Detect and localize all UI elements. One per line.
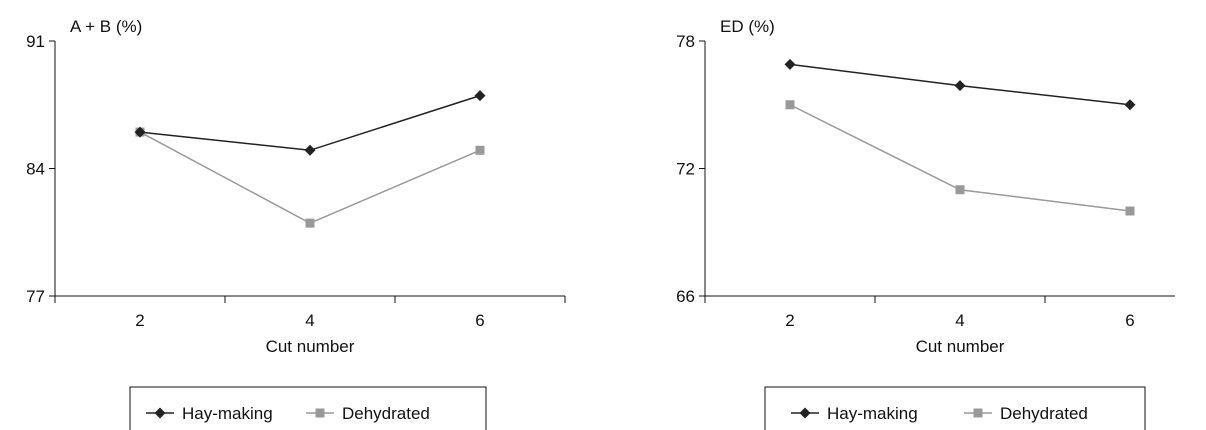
legend-label: Dehydrated — [1000, 404, 1088, 423]
y-tick-label: 84 — [26, 160, 45, 179]
data-point — [955, 185, 965, 195]
data-point — [1125, 206, 1135, 216]
data-point — [134, 126, 146, 138]
data-point — [475, 145, 485, 155]
legend: Hay-making Dehydrated — [129, 386, 487, 430]
legend-marker — [973, 408, 983, 418]
series-line-dehydrated — [789, 104, 1131, 212]
legend-label: Hay-making — [827, 404, 918, 423]
x-tick-label: 4 — [955, 311, 964, 330]
y-tick-label: 72 — [676, 160, 695, 179]
legend-box — [764, 386, 1146, 430]
legend: Hay-making Dehydrated — [764, 386, 1146, 430]
y-tick-label: 66 — [676, 287, 695, 306]
legend-marker — [154, 407, 166, 419]
data-point — [305, 218, 315, 228]
x-tick-label: 6 — [1125, 311, 1134, 330]
y-tick-label: 78 — [676, 32, 695, 51]
data-point — [954, 80, 966, 92]
data-point — [784, 58, 796, 70]
data-point — [304, 144, 316, 156]
legend-box — [129, 386, 487, 430]
legend-marker — [799, 407, 811, 419]
x-tick-label: 2 — [135, 311, 144, 330]
data-point — [1124, 99, 1136, 111]
x-tick-label: 6 — [475, 311, 484, 330]
legend-label: Hay-making — [182, 404, 273, 423]
x-tick-label: 4 — [305, 311, 314, 330]
y-axis-title: ED (%) — [720, 17, 775, 36]
x-tick-label: 2 — [785, 311, 794, 330]
legend-marker — [315, 408, 325, 418]
series-line-hay-making — [139, 94, 481, 152]
legend-label: Dehydrated — [342, 404, 430, 423]
data-point — [785, 100, 795, 110]
chart-panel-2: 66 72 78 2 4 6 ED (%) Cut number Hay-making Dehyd… — [676, 17, 1175, 430]
chart-panel-1: 77 84 91 2 4 6 A + B (%) Cut number Hay-making De… — [26, 17, 566, 430]
y-axis-title: A + B (%) — [70, 17, 142, 36]
x-axis-title: Cut number — [266, 337, 355, 356]
y-tick-label: 77 — [26, 287, 45, 306]
x-axis-title: Cut number — [916, 337, 1005, 356]
y-tick-label: 91 — [26, 32, 45, 51]
data-point — [474, 90, 486, 102]
